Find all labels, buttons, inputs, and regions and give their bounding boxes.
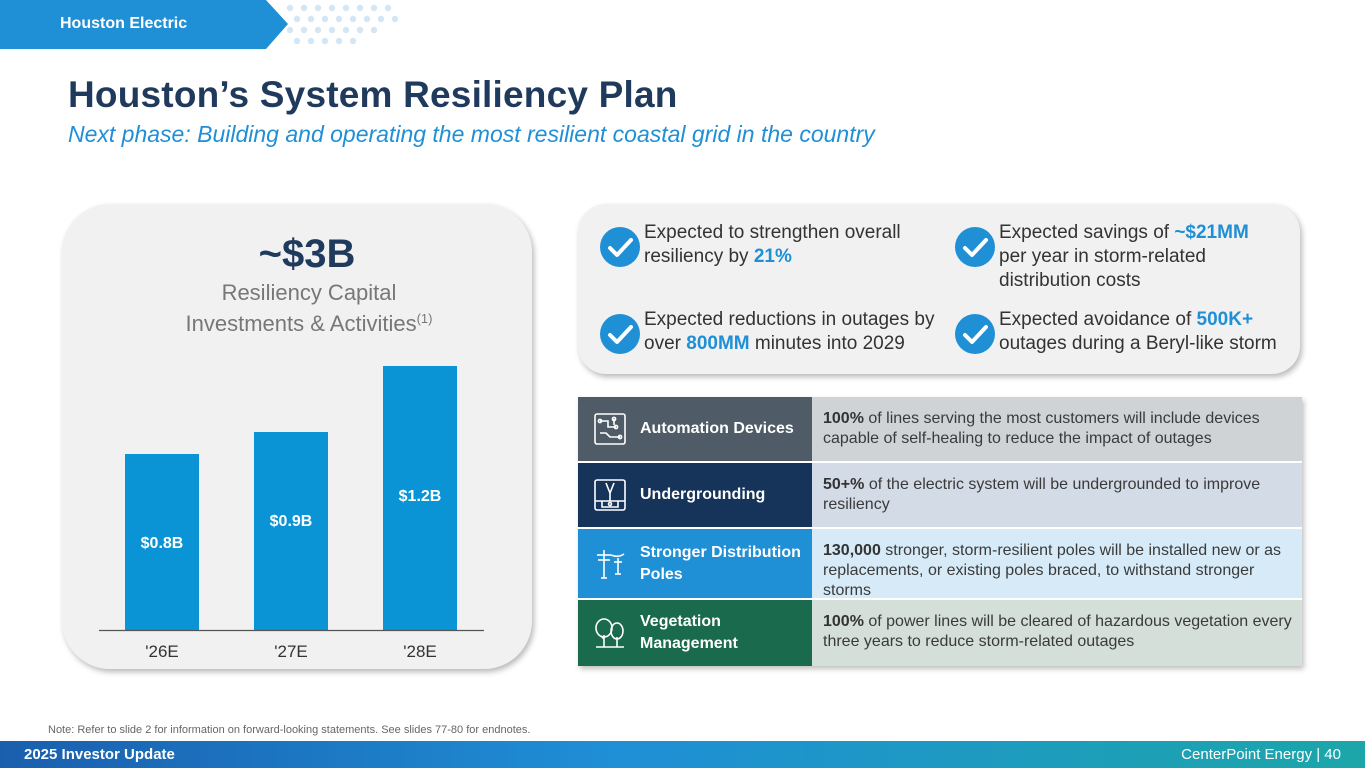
check-icon — [955, 227, 995, 267]
bar-value-label: $1.2B — [399, 488, 442, 505]
benefit-text: Expected reductions in outages by over 8… — [644, 309, 935, 354]
footer-page: CenterPoint Energy | 40 — [1181, 746, 1341, 763]
page-title: Houston’s System Resiliency Plan — [68, 74, 678, 115]
benefit-text: Expected savings of ~$21MM per year in s… — [999, 222, 1249, 291]
table-row: Automation Devices 100% of lines serving… — [578, 397, 1302, 463]
benefit-item: Expected avoidance of 500K+ outages duri… — [955, 308, 1299, 356]
endnote-marker: (1) — [416, 311, 433, 326]
category-cell: Vegetation Management — [578, 600, 812, 666]
category-label: Undergrounding — [640, 486, 766, 503]
benefits-panel: Expected to strengthen overall resilienc… — [578, 204, 1300, 374]
page-subtitle: Next phase: Building and operating the m… — [68, 121, 875, 147]
category-cell: Undergrounding — [578, 463, 812, 527]
decorative-dots — [286, 4, 399, 45]
benefit-item: Expected savings of ~$21MM per year in s… — [955, 221, 1279, 293]
description-cell: 50+% of the electric system will be unde… — [812, 463, 1302, 527]
check-icon — [600, 227, 640, 267]
bar — [254, 432, 328, 630]
trees-icon — [595, 618, 624, 648]
bar-value-label: $0.9B — [270, 513, 313, 530]
subheadline-line1: Resiliency Capital — [221, 280, 397, 305]
bar — [383, 366, 457, 630]
section-tag-label: Houston Electric — [60, 15, 188, 32]
x-tick-label: '28E — [403, 642, 437, 661]
x-tick-label: '26E — [145, 642, 179, 661]
benefit-text: Expected avoidance of 500K+ outages duri… — [999, 309, 1277, 354]
category-label: Automation Devices — [640, 420, 794, 437]
category-label: Stronger Distribution Poles — [640, 543, 801, 583]
category-cell: Stronger Distribution Poles — [578, 529, 812, 598]
investment-subheadline: Resiliency Capital Investments & Activit… — [100, 280, 518, 337]
table-row: Stronger Distribution Poles 130,000 stro… — [578, 529, 1302, 600]
check-icon — [955, 314, 995, 354]
circuit-board-icon — [594, 413, 626, 445]
bar — [125, 454, 199, 630]
description-cell: 130,000 stronger, storm-resilient poles … — [812, 529, 1302, 599]
table-row: Undergrounding 50+% of the electric syst… — [578, 463, 1302, 529]
footer-event: 2025 Investor Update — [24, 746, 175, 763]
benefit-item: Expected to strengthen overall resilienc… — [600, 221, 934, 269]
section-tag-shape — [0, 0, 288, 49]
category-cell: Automation Devices — [578, 397, 812, 461]
footnote: Note: Refer to slide 2 for information o… — [48, 724, 531, 736]
initiatives-table: Automation Devices 100% of lines serving… — [578, 397, 1302, 666]
investment-bar-chart: $0.8B '26E $0.9B '27E $1.2B '28E — [99, 366, 484, 661]
table-row: Vegetation Management 100% of power line… — [578, 600, 1302, 666]
utility-pole-icon — [597, 549, 625, 579]
description-cell: 100% of lines serving the most customers… — [812, 397, 1302, 461]
underground-cable-icon — [594, 479, 626, 511]
investment-total: ~$3B — [258, 232, 356, 276]
benefit-item: Expected reductions in outages by over 8… — [600, 308, 954, 356]
check-icon — [600, 314, 640, 354]
section-tag: Houston Electric — [0, 0, 288, 49]
x-tick-label: '27E — [274, 642, 308, 661]
subheadline-line2: Investments & Activities — [185, 311, 417, 336]
description-cell: 100% of power lines will be cleared of h… — [812, 600, 1302, 666]
footer-bar: 2025 Investor Update CenterPoint Energy … — [0, 741, 1365, 768]
category-label: Vegetation Management — [640, 613, 738, 652]
bar-value-label: $0.8B — [141, 535, 184, 552]
benefit-text: Expected to strengthen overall resilienc… — [644, 222, 901, 267]
